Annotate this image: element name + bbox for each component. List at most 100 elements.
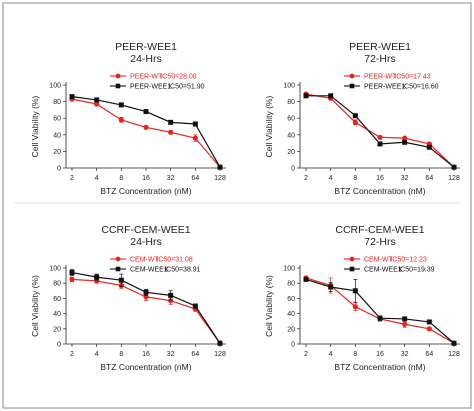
y-tick-label: 20 [287, 149, 295, 156]
chart-subtitle: 24-Hrs [130, 236, 162, 248]
y-tick-label: 80 [53, 99, 61, 106]
data-point [402, 135, 408, 141]
x-tick-label: 32 [401, 351, 409, 358]
data-point [118, 277, 124, 283]
data-point [94, 274, 100, 280]
y-tick-label: 40 [53, 311, 61, 318]
legend-marker [349, 73, 355, 79]
data-point [328, 93, 334, 99]
data-point [377, 315, 383, 321]
x-tick-label: 8 [353, 351, 357, 358]
data-point [143, 124, 149, 130]
series-wee1 [303, 276, 457, 346]
x-tick-label: 8 [119, 351, 123, 358]
legend-label: CEM-WEE1 [130, 267, 168, 274]
chart-title: PEER-WEE1 [115, 41, 177, 53]
legend-label: PEER-WT [364, 74, 397, 81]
legend-ic50: IC50=19.39 [398, 267, 434, 274]
legend-label: PEER-WEE1 [364, 84, 405, 91]
x-tick-label: 2 [304, 175, 308, 182]
data-point [94, 97, 100, 103]
legend-ic50: IC50=31.08 [156, 257, 192, 264]
legend-marker [115, 256, 121, 262]
chart-subtitle: 72-Hrs [364, 236, 396, 248]
x-axis-label: BTZ Concentration (nM) [100, 186, 191, 196]
x-tick-label: 4 [95, 175, 99, 182]
legend-marker [349, 83, 355, 89]
x-axis-label: BTZ Concentration (nM) [334, 186, 425, 196]
data-point [377, 141, 383, 147]
series-wee1 [69, 269, 223, 346]
legend-marker [115, 73, 121, 79]
data-point [377, 134, 383, 140]
x-tick-label: 64 [425, 351, 433, 358]
y-tick-label: 100 [49, 83, 61, 90]
x-tick-label: 16 [376, 175, 384, 182]
data-point [451, 340, 457, 346]
chart-subtitle: 24-Hrs [130, 53, 162, 65]
data-point [303, 93, 309, 99]
y-tick-label: 40 [53, 132, 61, 139]
y-tick-label: 0 [57, 342, 61, 349]
y-tick-label: 100 [283, 266, 295, 273]
y-tick-label: 60 [287, 296, 295, 303]
data-point [118, 117, 124, 123]
y-tick-label: 80 [287, 281, 295, 288]
y-tick-label: 40 [287, 132, 295, 139]
x-tick-label: 16 [376, 351, 384, 358]
data-point [143, 109, 149, 115]
x-tick-label: 2 [70, 175, 74, 182]
y-tick-label: 100 [283, 83, 295, 90]
legend-ic50: IC50=38.91 [164, 267, 200, 274]
x-tick-label: 32 [167, 175, 175, 182]
x-tick-label: 16 [142, 351, 150, 358]
legend-marker [115, 83, 121, 89]
data-point [118, 102, 124, 108]
x-axis-label: BTZ Concentration (nM) [334, 362, 425, 372]
legend-marker [115, 266, 121, 272]
y-axis-label: Cell Viability (%) [30, 95, 40, 157]
data-point [352, 304, 358, 310]
x-tick-label: 64 [191, 175, 199, 182]
legend-label: PEER-WEE1 [130, 84, 171, 91]
data-point [352, 113, 358, 119]
data-point [426, 326, 432, 332]
legend-label: CEM-WT [130, 257, 159, 264]
data-point [192, 303, 198, 309]
legend-marker [349, 256, 355, 262]
y-tick-label: 80 [53, 281, 61, 288]
x-tick-label: 16 [142, 175, 150, 182]
x-tick-label: 4 [329, 351, 333, 358]
data-point [328, 284, 334, 290]
x-tick-label: 32 [401, 175, 409, 182]
y-tick-label: 100 [49, 266, 61, 273]
y-axis-label: Cell Viability (%) [30, 275, 40, 337]
data-point [192, 135, 198, 141]
x-tick-label: 64 [191, 351, 199, 358]
legend-marker [349, 266, 355, 272]
chart-subtitle: 72-Hrs [364, 53, 396, 65]
y-tick-label: 20 [287, 326, 295, 333]
y-axis-label: Cell Viability (%) [264, 275, 274, 337]
data-point [168, 298, 174, 304]
x-axis-label: BTZ Concentration (nM) [100, 362, 191, 372]
legend-ic50: IC50=28.08 [160, 74, 196, 81]
data-point [69, 94, 75, 100]
data-point [217, 340, 223, 346]
legend-ic50: IC50=16.60 [402, 84, 438, 91]
data-point [143, 289, 149, 295]
data-point [168, 129, 174, 135]
data-point [402, 321, 408, 327]
x-tick-label: 8 [119, 175, 123, 182]
y-tick-label: 60 [53, 296, 61, 303]
x-tick-label: 128 [214, 175, 226, 182]
legend-label: CEM-WEE1 [364, 267, 402, 274]
